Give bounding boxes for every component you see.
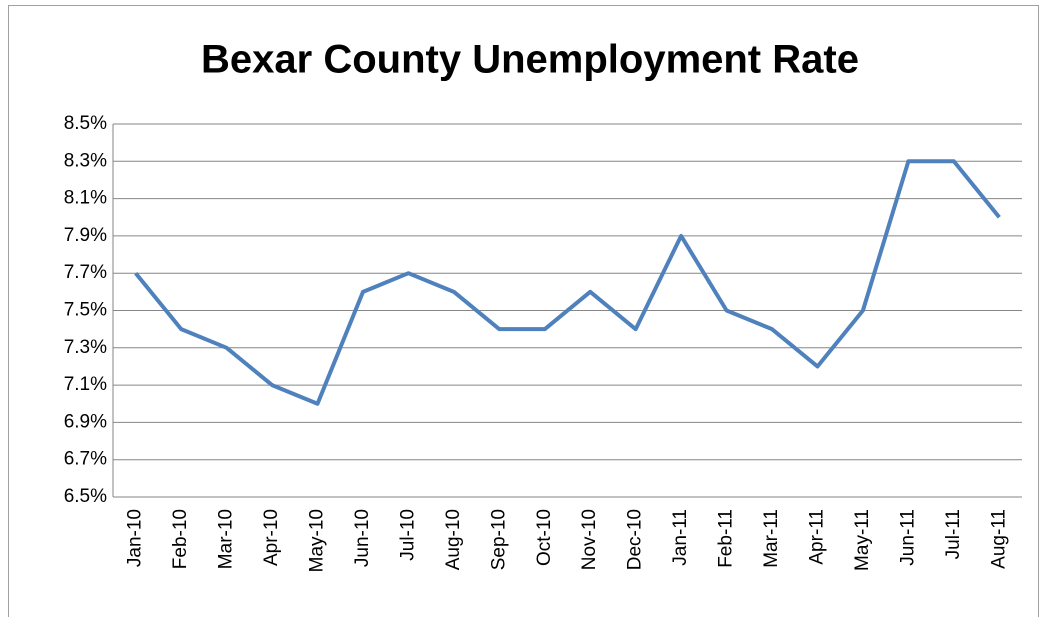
y-tick-label: 8.3%: [64, 150, 107, 171]
chart-title: Bexar County Unemployment Rate: [201, 38, 859, 82]
x-tick-label: Nov-10: [579, 509, 600, 570]
x-tick-label: May-10: [307, 509, 328, 572]
x-tick-label: Jan-11: [670, 509, 691, 566]
x-tick-label: Mar-10: [216, 509, 237, 569]
x-tick-label: Jun-10: [352, 509, 373, 567]
x-tick-label: Jun-11: [897, 509, 918, 566]
y-tick-label: 6.5%: [64, 486, 107, 507]
x-tick-label: Feb-11: [716, 509, 737, 568]
x-tick-label: Jul-10: [397, 509, 418, 561]
x-tick-label: Apr-10: [261, 509, 282, 566]
x-tick-label: Apr-11: [806, 509, 827, 565]
y-tick-label: 7.5%: [64, 300, 107, 321]
x-tick-label: Aug-10: [443, 509, 464, 570]
y-tick-label: 8.5%: [64, 113, 107, 134]
data-line: [134, 159, 1001, 406]
y-tick-label: 6.7%: [64, 449, 107, 470]
x-tick-label: Mar-11: [761, 509, 782, 568]
x-tick-label: Oct-10: [534, 509, 555, 566]
y-tick-label: 7.7%: [64, 262, 107, 283]
x-tick-label: Aug-11: [988, 509, 1009, 569]
y-tick-label: 8.1%: [64, 188, 107, 209]
y-tick-label: 7.1%: [64, 374, 107, 395]
y-tick-label: 7.3%: [64, 337, 107, 358]
y-tick-label: 7.9%: [64, 225, 107, 246]
x-tick-label: May-11: [852, 509, 873, 571]
y-tick-label: 6.9%: [64, 411, 107, 432]
x-tick-label: Jul-11: [943, 509, 964, 559]
x-tick-label: Sep-10: [488, 509, 509, 570]
x-tick-label: Jan-10: [125, 509, 146, 567]
x-tick-label: Feb-10: [170, 509, 191, 569]
chart-frame: [8, 5, 1039, 622]
x-tick-label: Dec-10: [625, 509, 646, 570]
